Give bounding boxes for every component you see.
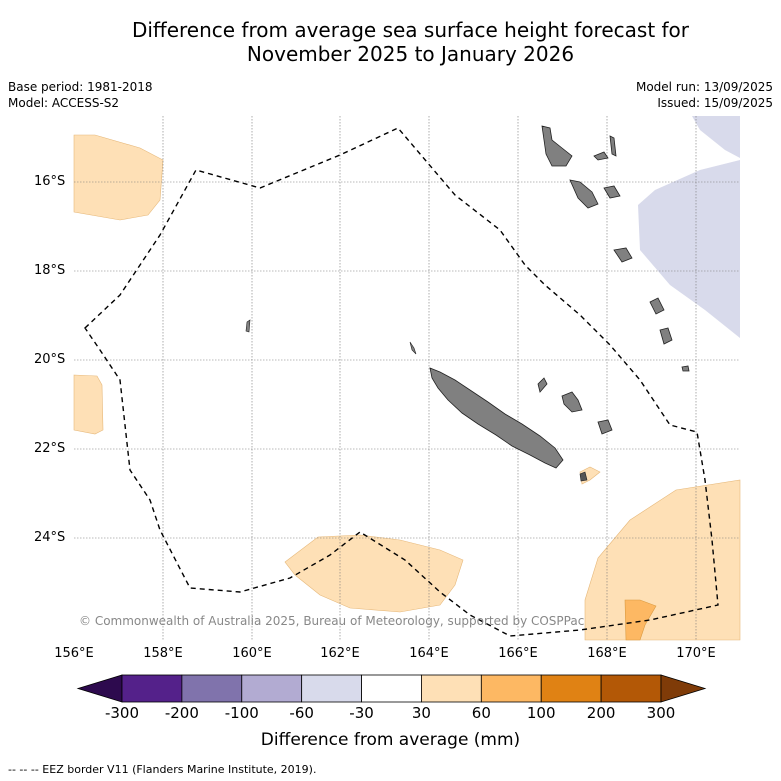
colorbar-tick-label: 60 bbox=[471, 704, 491, 722]
new-caledonia-island bbox=[429, 367, 564, 469]
loyalty-island-2 bbox=[561, 391, 583, 413]
colorbar bbox=[76, 674, 707, 703]
colorbar-tick-label: -300 bbox=[104, 704, 140, 722]
anomaly-region-se bbox=[584, 479, 741, 641]
lon-label-158e: 158°E bbox=[143, 646, 183, 661]
vanuatu-island-5 bbox=[603, 185, 621, 199]
small-island-w bbox=[245, 319, 251, 333]
eez-footer-note: -- -- -- EEZ border V11 (Flanders Marine… bbox=[8, 763, 317, 776]
anomaly-region-s-center bbox=[284, 534, 464, 613]
lat-label-24s: 24°S bbox=[34, 530, 66, 545]
anomaly-region-se-mid bbox=[624, 599, 657, 641]
anomaly-region-nw bbox=[73, 134, 164, 221]
lat-label-20s: 20°S bbox=[34, 352, 66, 367]
colorbar-tick-label: -30 bbox=[349, 704, 374, 722]
colorbar-tick-label: -60 bbox=[289, 704, 314, 722]
colorbar-segment bbox=[600, 674, 662, 703]
model-run: Model run: 13/09/2025 bbox=[635, 80, 773, 94]
model-name: Model: ACCESS-S2 bbox=[8, 96, 120, 110]
colorbar-tick-label: 30 bbox=[411, 704, 431, 722]
colorbar-title: Difference from average (mm) bbox=[260, 730, 521, 750]
colorbar-segment bbox=[181, 674, 243, 703]
lon-label-170e: 170°E bbox=[676, 646, 716, 661]
colorbar-segment bbox=[540, 674, 602, 703]
loyalty-island-1 bbox=[537, 377, 548, 393]
meta-right: Model run: 13/09/2025 Issued: 15/09/2025 bbox=[636, 79, 773, 111]
lon-label-156e: 156°E bbox=[54, 646, 94, 661]
lon-label-164e: 164°E bbox=[409, 646, 449, 661]
anomaly-region-ne bbox=[638, 160, 740, 338]
colorbar-segment bbox=[480, 674, 542, 703]
issued-date: Issued: 15/09/2025 bbox=[657, 96, 773, 110]
gridlines bbox=[74, 116, 740, 640]
anomaly-region-ne-top bbox=[692, 116, 740, 158]
title-line-2: November 2025 to January 2026 bbox=[246, 42, 575, 66]
isle-of-pines bbox=[579, 471, 588, 482]
map-title: Difference from average sea surface heig… bbox=[0, 18, 781, 66]
lat-label-16s: 16°S bbox=[34, 174, 66, 189]
vanuatu-island-8 bbox=[659, 327, 673, 345]
lon-label-168e: 168°E bbox=[587, 646, 627, 661]
anomaly-region-w bbox=[73, 374, 104, 435]
colorbar-segment bbox=[241, 674, 303, 703]
title-line-1: Difference from average sea surface heig… bbox=[131, 18, 690, 42]
lon-label-166e: 166°E bbox=[498, 646, 538, 661]
map-area bbox=[73, 116, 741, 641]
eez-border bbox=[84, 127, 719, 637]
lon-label-160e: 160°E bbox=[232, 646, 272, 661]
lat-label-18s: 18°S bbox=[34, 263, 66, 278]
small-island-n bbox=[409, 341, 417, 355]
colorbar-tick-label: 300 bbox=[646, 704, 676, 722]
colorbar-extend-high bbox=[660, 674, 707, 703]
base-period: Base period: 1981-2018 bbox=[8, 80, 153, 94]
colorbar-tick-label: 200 bbox=[586, 704, 616, 722]
vanuatu-island-2 bbox=[593, 151, 609, 161]
meta-left: Base period: 1981-2018 Model: ACCESS-S2 bbox=[8, 79, 153, 111]
colorbar-segment bbox=[301, 674, 362, 703]
colorbar-segment bbox=[361, 674, 422, 703]
colorbar-tick-label: -100 bbox=[224, 704, 259, 722]
colorbar-segment bbox=[421, 674, 482, 703]
colorbar-extend-low bbox=[76, 674, 123, 703]
colorbar-tick-label: -200 bbox=[164, 704, 199, 722]
colorbar-tick-label: 100 bbox=[526, 704, 556, 722]
vanuatu-island-3 bbox=[609, 135, 617, 157]
lon-label-162e: 162°E bbox=[320, 646, 360, 661]
colorbar-segment bbox=[121, 674, 183, 703]
vanuatu-island-7 bbox=[649, 297, 665, 315]
vanuatu-efate bbox=[613, 247, 633, 263]
vanuatu-espiritu-santo bbox=[541, 125, 573, 167]
copyright-note: © Commonwealth of Australia 2025, Bureau… bbox=[79, 614, 585, 628]
vanuatu-island-9 bbox=[681, 365, 690, 372]
vanuatu-malekula bbox=[569, 179, 599, 209]
loyalty-island-3 bbox=[597, 419, 613, 435]
lat-label-22s: 22°S bbox=[34, 441, 66, 456]
